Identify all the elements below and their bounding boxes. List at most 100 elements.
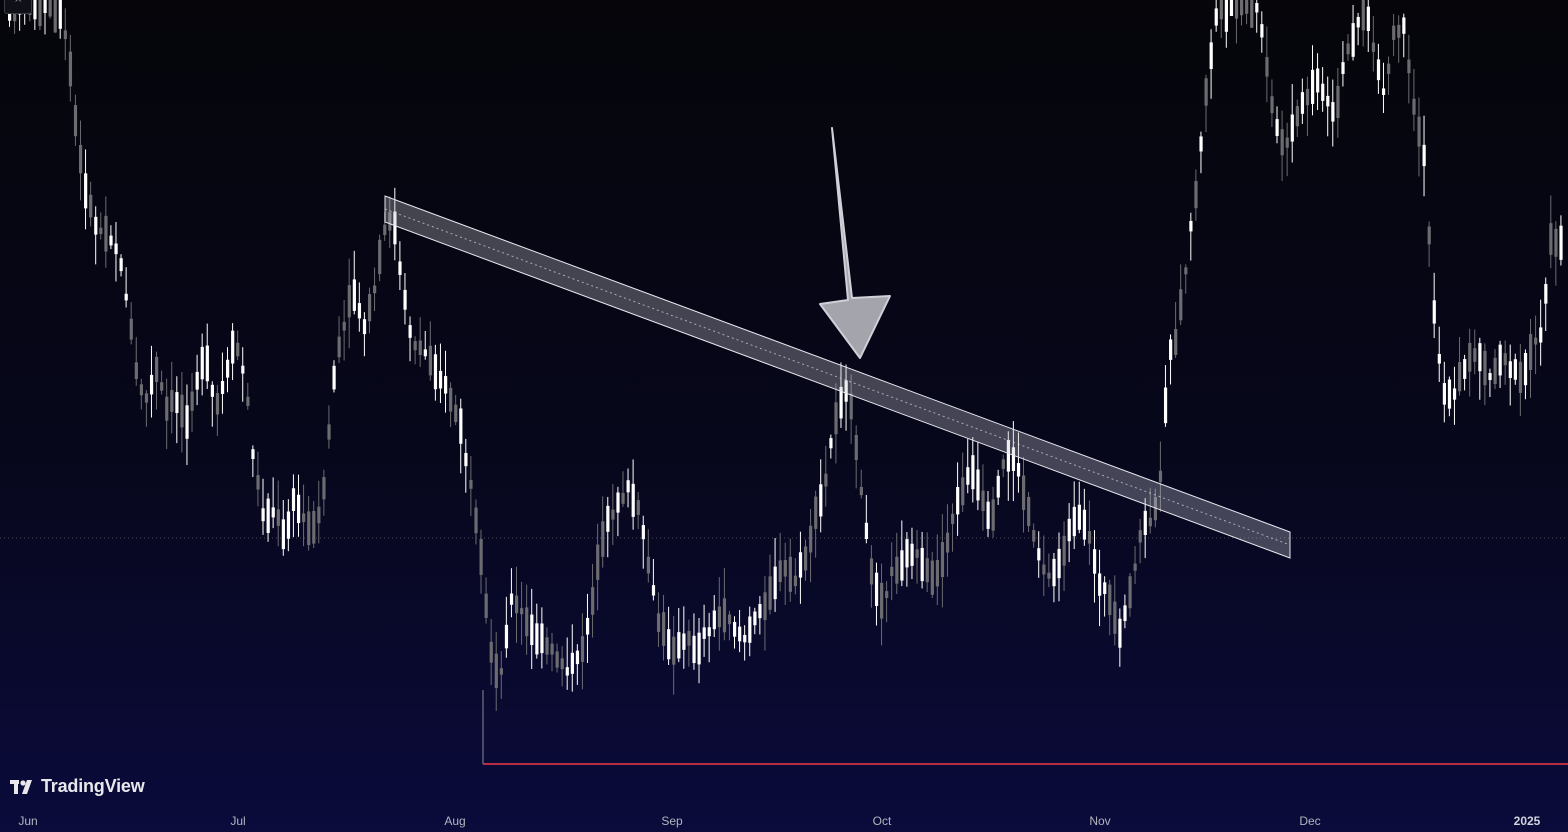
candle-body bbox=[317, 506, 321, 524]
candle-body bbox=[1488, 373, 1492, 381]
candle-body bbox=[1133, 563, 1137, 571]
candle-body bbox=[449, 387, 453, 412]
candle-body bbox=[667, 629, 671, 660]
candle-body bbox=[1032, 530, 1036, 542]
candle-body bbox=[702, 627, 706, 639]
candle-body bbox=[327, 424, 331, 440]
candle-body bbox=[555, 651, 559, 668]
candle-body bbox=[1214, 8, 1218, 26]
candle-body bbox=[1245, 0, 1249, 14]
candle-body bbox=[1255, 2, 1259, 13]
candle-body bbox=[190, 391, 194, 411]
candle-body bbox=[1310, 69, 1315, 104]
candle-body bbox=[636, 500, 640, 515]
candle-body bbox=[1285, 137, 1289, 148]
down-arrow-icon[interactable] bbox=[819, 127, 891, 359]
candle-body bbox=[864, 522, 869, 540]
candle-body bbox=[1523, 352, 1528, 386]
candle-body bbox=[1006, 439, 1010, 472]
candle-body bbox=[575, 650, 580, 665]
candle-body bbox=[1108, 584, 1112, 616]
candle-body bbox=[1138, 530, 1142, 543]
candle-body bbox=[707, 627, 711, 637]
candle-body bbox=[1493, 357, 1497, 385]
candle-body bbox=[859, 486, 863, 496]
descending-channel[interactable] bbox=[384, 195, 1291, 559]
candle-body bbox=[956, 487, 960, 515]
candle-body bbox=[641, 525, 645, 540]
candle-body bbox=[58, 0, 62, 29]
candle-body bbox=[1240, 0, 1244, 16]
candle-body bbox=[200, 346, 204, 380]
candle-body bbox=[38, 0, 42, 27]
candle-body bbox=[849, 393, 853, 420]
x-tick-label: 2025 bbox=[1514, 814, 1541, 828]
candle-body bbox=[976, 469, 980, 501]
candle-body bbox=[84, 173, 88, 209]
candle-body bbox=[444, 376, 448, 394]
candle-body bbox=[408, 325, 412, 338]
candle-body bbox=[763, 592, 767, 621]
candle-body bbox=[291, 488, 296, 511]
channel-midline bbox=[384, 208, 1291, 546]
candle-body bbox=[479, 539, 483, 575]
candle-body bbox=[1468, 342, 1472, 372]
candle-body bbox=[550, 643, 554, 655]
candle-body bbox=[1219, 0, 1223, 20]
candle-body bbox=[494, 653, 498, 689]
candle-body bbox=[99, 227, 103, 234]
candle-body bbox=[798, 552, 803, 578]
candle-body bbox=[910, 543, 914, 566]
candle-body bbox=[793, 575, 798, 587]
candle-body bbox=[1067, 518, 1071, 542]
candle-body bbox=[991, 499, 995, 531]
candle-body bbox=[540, 623, 544, 654]
candle-body bbox=[885, 591, 889, 599]
candle-body bbox=[1316, 68, 1320, 93]
candle-body bbox=[880, 582, 884, 619]
candle-body bbox=[565, 667, 569, 676]
candle-body bbox=[920, 547, 924, 582]
candle-body bbox=[768, 576, 772, 610]
candle-body bbox=[530, 614, 534, 646]
candle-body bbox=[986, 501, 990, 529]
x-tick-label: Nov bbox=[1089, 814, 1110, 828]
candle-body bbox=[1153, 497, 1158, 521]
x-tick-label: Sep bbox=[661, 814, 683, 828]
candle-body bbox=[778, 560, 782, 582]
candle-body bbox=[413, 341, 417, 351]
candle-body bbox=[256, 475, 260, 490]
candle-body bbox=[1336, 85, 1340, 118]
candle-body bbox=[646, 556, 651, 574]
candle-body bbox=[1224, 0, 1228, 32]
candle-body bbox=[403, 289, 407, 310]
candle-body bbox=[1326, 95, 1330, 107]
candle-body bbox=[788, 556, 792, 592]
candle-body bbox=[352, 279, 356, 311]
candle-body bbox=[1513, 359, 1517, 380]
candle-body bbox=[1189, 220, 1193, 232]
candle-body bbox=[971, 455, 975, 490]
x-axis: Jun Jul Aug Sep Oct Nov Dec 2025 bbox=[18, 814, 1540, 828]
candle-body bbox=[1057, 548, 1061, 579]
candle-body bbox=[1539, 327, 1543, 343]
tradingview-logo: TradingView bbox=[10, 776, 145, 797]
candle-body bbox=[73, 105, 78, 137]
candle-body bbox=[545, 637, 549, 655]
candle-body bbox=[1549, 223, 1553, 255]
candle-body bbox=[606, 505, 610, 532]
candle-body bbox=[1229, 0, 1234, 16]
candle-body bbox=[33, 0, 37, 20]
candle-body bbox=[687, 630, 691, 646]
candle-body bbox=[155, 356, 159, 382]
collapse-button[interactable]: ^ bbox=[4, 0, 32, 14]
candle-body bbox=[220, 380, 225, 394]
candle-body bbox=[1143, 510, 1147, 536]
candle-body bbox=[1037, 548, 1041, 561]
candle-body bbox=[1199, 136, 1203, 152]
candle-body bbox=[266, 498, 270, 533]
candle-body bbox=[195, 371, 199, 390]
candle-body bbox=[1376, 59, 1381, 81]
